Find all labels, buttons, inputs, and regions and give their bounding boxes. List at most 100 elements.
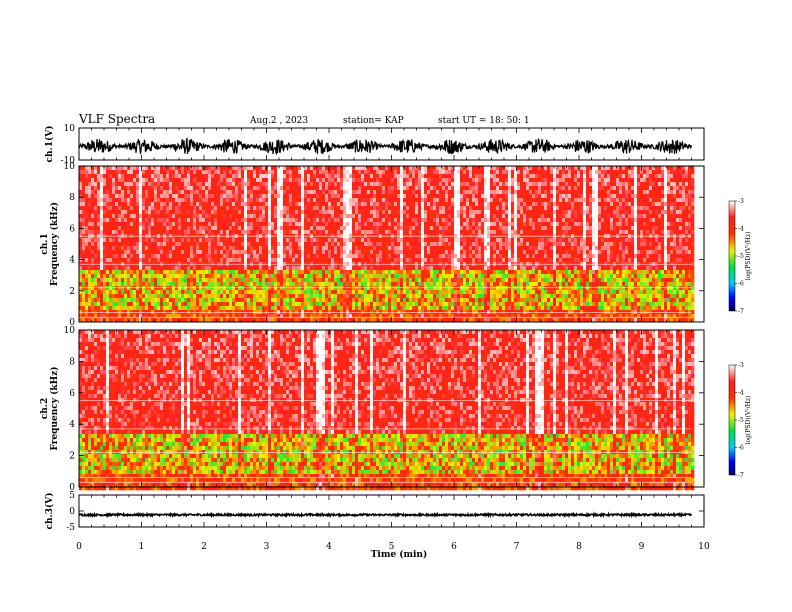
spectrogram-cell	[451, 266, 455, 271]
spectrogram-cell	[247, 170, 251, 175]
spectrogram-cell	[163, 294, 167, 299]
spectrogram-cell	[220, 290, 224, 295]
spectrogram-cell	[304, 238, 308, 243]
spectrogram-cell	[163, 182, 167, 187]
spectrogram-cell	[115, 230, 119, 235]
spectrogram-cell	[187, 178, 191, 183]
spectrogram-cell	[376, 182, 380, 187]
spectrogram-cell	[115, 222, 119, 227]
spectrogram-cell	[178, 270, 182, 275]
spectrogram-cell	[256, 226, 260, 231]
spectrogram-cell	[118, 250, 122, 255]
spectrogram-cell	[424, 178, 428, 183]
spectrogram-cell	[451, 274, 455, 279]
spectrogram-cell	[202, 206, 206, 211]
spectrogram-cell	[349, 210, 353, 215]
spectrogram-cell	[307, 318, 311, 323]
spectrogram-cell	[241, 302, 245, 307]
spectrogram-cell	[172, 314, 176, 319]
spectrogram-cell	[100, 198, 104, 203]
spectrogram-cell	[376, 206, 380, 211]
spectrogram-cell	[136, 166, 140, 171]
spectrogram-cell	[115, 250, 119, 255]
spectrogram-cell	[214, 298, 218, 303]
spectrogram-cell	[271, 246, 275, 251]
spectrogram-cell	[91, 282, 95, 287]
spectrogram-cell	[415, 258, 419, 263]
spectrogram-cell	[202, 254, 206, 259]
spectrogram-cell	[310, 314, 314, 319]
spectrogram-cell	[121, 298, 125, 303]
spectrogram-cell	[334, 194, 338, 199]
spectrogram-cell	[334, 274, 338, 279]
spectrogram-cell	[244, 250, 248, 255]
spectrogram-cell	[94, 314, 98, 319]
spectrogram-cell	[202, 278, 206, 283]
spectrogram-cell	[214, 238, 218, 243]
spectrogram-cell	[247, 306, 251, 311]
spectrogram-cell	[184, 218, 188, 223]
spectrogram-cell	[427, 206, 431, 211]
spectrogram-cell	[202, 314, 206, 319]
spectrogram-cell	[352, 310, 356, 315]
spectrogram-cell	[322, 178, 326, 183]
spectrogram-cell	[283, 166, 287, 171]
spectrogram-cell	[214, 178, 218, 183]
spectrogram-cell	[295, 230, 299, 235]
spectrogram-cell	[373, 182, 377, 187]
station-label: station= KAP	[343, 116, 404, 126]
spectrogram-cell	[166, 286, 170, 291]
spectrogram-cell	[328, 170, 332, 175]
spectrogram-cell	[367, 290, 371, 295]
spectrogram-cell	[97, 306, 101, 311]
spectrogram-cell	[439, 178, 443, 183]
spectrogram-cell	[379, 194, 383, 199]
spectrogram-cell	[448, 190, 452, 195]
spectrogram-cell	[433, 198, 437, 203]
spectrogram-cell	[133, 210, 137, 215]
spectrogram-cell	[433, 278, 437, 283]
spectrogram-cell	[175, 242, 179, 247]
spectrogram-cell	[325, 194, 329, 199]
spectrogram-cell	[409, 214, 413, 219]
spectrogram-cell	[325, 170, 329, 175]
spectrogram-cell	[151, 174, 155, 179]
spectrogram-cell	[253, 218, 257, 223]
spectrogram-cell	[358, 210, 362, 215]
spectrogram-cell	[205, 218, 209, 223]
spectrogram-cell	[439, 166, 443, 171]
spectrogram-cell	[151, 198, 155, 203]
spectrogram-cell	[403, 302, 407, 307]
spectrogram-cell	[85, 294, 89, 299]
spectrogram-cell	[166, 278, 170, 283]
spectrogram-cell	[292, 238, 296, 243]
spectrogram-cell	[322, 290, 326, 295]
spectrogram-cell	[148, 258, 152, 263]
spectrogram-cell	[106, 202, 110, 207]
spectrogram-cell	[259, 166, 263, 171]
spectrogram-cell	[250, 170, 254, 175]
spectrogram-cell	[430, 294, 434, 299]
spectrogram-cell	[334, 230, 338, 235]
spectrogram-cell	[418, 298, 422, 303]
spectrogram-cell	[379, 278, 383, 283]
spectrogram-cell	[223, 226, 227, 231]
spectrogram-cell	[349, 182, 353, 187]
spectrogram-cell	[253, 178, 257, 183]
spectrogram-cell	[400, 314, 404, 319]
spectrogram-cell	[226, 242, 230, 247]
spectrogram-cell	[436, 230, 440, 235]
spectrogram-cell	[313, 278, 317, 283]
spectrogram-cell	[436, 214, 440, 219]
spectrogram-cell	[262, 226, 266, 231]
spectrogram-cell	[133, 286, 137, 291]
spectrogram-cell	[124, 174, 128, 179]
spectrogram-cell	[172, 318, 176, 323]
spectrogram-cell	[385, 242, 389, 247]
spectrogram-cell	[319, 294, 323, 299]
spectrogram-cell	[337, 310, 341, 315]
spectrogram-cell	[232, 258, 236, 263]
spectrogram-cell	[247, 214, 251, 219]
spectrogram-cell	[307, 170, 311, 175]
spectrogram-cell	[256, 282, 260, 287]
